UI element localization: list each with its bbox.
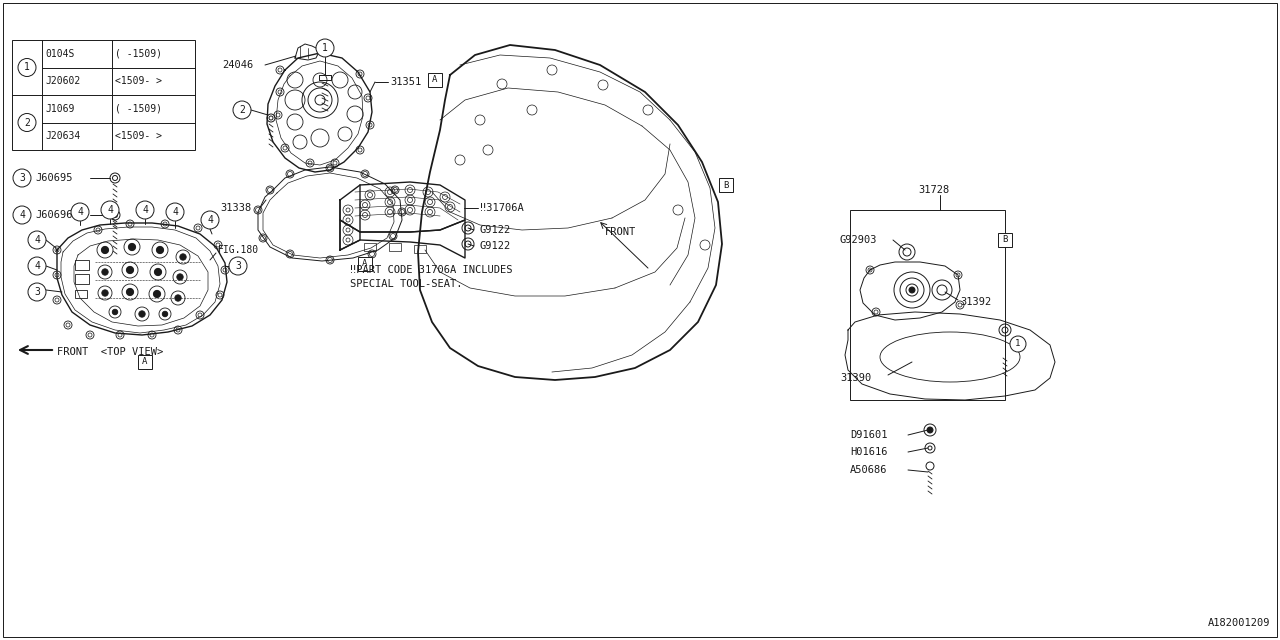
Text: 0104S: 0104S <box>45 49 74 59</box>
Circle shape <box>128 243 136 251</box>
Circle shape <box>127 289 133 296</box>
Bar <box>428 73 442 87</box>
Bar <box>138 355 152 369</box>
Circle shape <box>156 246 164 253</box>
Text: 4: 4 <box>207 215 212 225</box>
Text: A: A <box>142 358 147 367</box>
Text: <1509- >: <1509- > <box>115 76 163 86</box>
Text: A182001209: A182001209 <box>1207 618 1270 628</box>
Text: 2: 2 <box>239 105 244 115</box>
Bar <box>719 178 733 192</box>
Circle shape <box>28 257 46 275</box>
Circle shape <box>175 295 182 301</box>
Text: D91601: D91601 <box>850 430 887 440</box>
Circle shape <box>909 287 915 293</box>
Bar <box>12 40 195 150</box>
Text: 3: 3 <box>35 287 40 297</box>
Text: 4: 4 <box>142 205 148 215</box>
Text: G92903: G92903 <box>840 235 878 245</box>
Text: G9122: G9122 <box>480 241 511 251</box>
Circle shape <box>28 283 46 301</box>
Circle shape <box>180 254 186 260</box>
Text: A: A <box>362 259 367 269</box>
Circle shape <box>233 101 251 119</box>
Text: 3: 3 <box>19 173 24 183</box>
Bar <box>76 260 90 270</box>
Bar <box>358 257 372 271</box>
Circle shape <box>113 309 118 315</box>
Text: FRONT: FRONT <box>605 227 636 237</box>
Text: 1: 1 <box>323 43 328 53</box>
Text: ‼PART CODE 31706A INCLUDES: ‼PART CODE 31706A INCLUDES <box>349 265 512 275</box>
Bar <box>364 243 376 251</box>
Text: FRONT  <TOP VIEW>: FRONT <TOP VIEW> <box>58 347 164 357</box>
Text: ( -1509): ( -1509) <box>115 49 163 59</box>
Bar <box>413 245 426 253</box>
Text: 3: 3 <box>236 261 241 271</box>
Circle shape <box>316 39 334 57</box>
Bar <box>76 290 87 298</box>
Circle shape <box>13 206 31 224</box>
Text: B: B <box>723 180 728 189</box>
Circle shape <box>127 266 133 274</box>
Text: 2: 2 <box>24 118 29 127</box>
Text: 24046: 24046 <box>221 60 253 70</box>
Circle shape <box>101 246 109 253</box>
Text: A: A <box>433 76 438 84</box>
Text: 31392: 31392 <box>960 297 991 307</box>
Text: 4: 4 <box>35 261 40 271</box>
Text: J60695: J60695 <box>35 173 73 183</box>
Text: 31728: 31728 <box>918 185 950 195</box>
Bar <box>319 75 332 80</box>
Text: ( -1509): ( -1509) <box>115 104 163 114</box>
Text: <1509- >: <1509- > <box>115 131 163 141</box>
Circle shape <box>1010 336 1027 352</box>
Circle shape <box>154 291 160 298</box>
Text: J20634: J20634 <box>45 131 81 141</box>
Bar <box>850 210 1005 400</box>
Text: 1: 1 <box>24 63 29 72</box>
Text: J60696: J60696 <box>35 210 73 220</box>
Text: 4: 4 <box>19 210 24 220</box>
Circle shape <box>927 427 933 433</box>
Circle shape <box>102 269 108 275</box>
Text: 4: 4 <box>77 207 83 217</box>
Circle shape <box>70 203 90 221</box>
Bar <box>998 233 1012 247</box>
Circle shape <box>13 169 31 187</box>
Circle shape <box>229 257 247 275</box>
Circle shape <box>101 201 119 219</box>
Text: H01616: H01616 <box>850 447 887 457</box>
Circle shape <box>163 311 168 317</box>
Bar <box>76 274 90 284</box>
Text: FIG.180: FIG.180 <box>218 245 259 255</box>
Text: J1069: J1069 <box>45 104 74 114</box>
Circle shape <box>18 113 36 131</box>
Circle shape <box>155 268 161 276</box>
Text: 31338: 31338 <box>220 203 251 213</box>
Text: 31351: 31351 <box>390 77 421 87</box>
Bar <box>389 243 401 251</box>
Circle shape <box>18 58 36 77</box>
Text: 1: 1 <box>1015 339 1020 349</box>
Circle shape <box>138 311 145 317</box>
Circle shape <box>136 201 154 219</box>
Circle shape <box>28 231 46 249</box>
Text: SPECIAL TOOL-SEAT.: SPECIAL TOOL-SEAT. <box>349 279 462 289</box>
Text: J20602: J20602 <box>45 76 81 86</box>
Text: A50686: A50686 <box>850 465 887 475</box>
Circle shape <box>177 274 183 280</box>
Text: 4: 4 <box>108 205 113 215</box>
Text: 4: 4 <box>35 235 40 245</box>
Text: G9122: G9122 <box>480 225 511 235</box>
Circle shape <box>102 290 108 296</box>
Text: B: B <box>1002 236 1007 244</box>
Text: 31390: 31390 <box>840 373 872 383</box>
Circle shape <box>166 203 184 221</box>
Circle shape <box>201 211 219 229</box>
Text: ‼31706A: ‼31706A <box>480 203 524 213</box>
Text: 4: 4 <box>172 207 178 217</box>
